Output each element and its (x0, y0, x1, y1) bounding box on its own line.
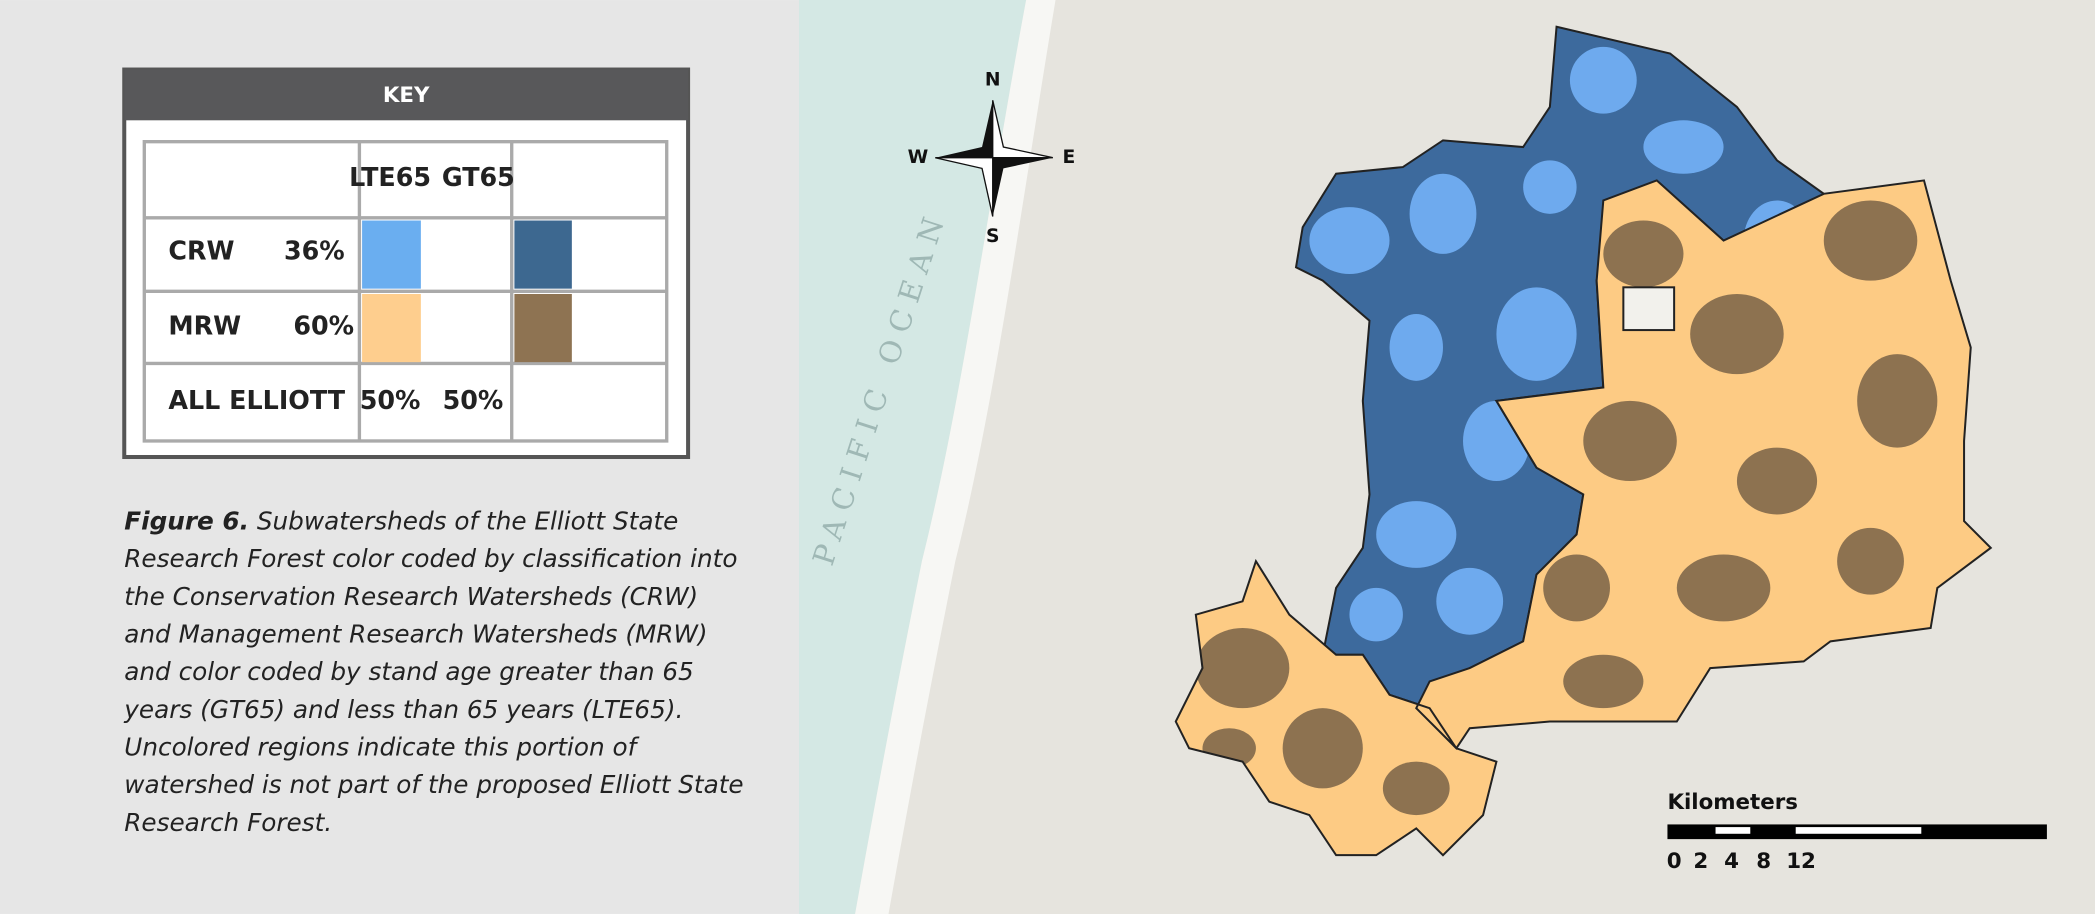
caption-text: Research Forest color coded by classific… (124, 544, 737, 573)
figure-label: Figure 6. (124, 506, 249, 535)
compass-label: E (1062, 147, 1075, 168)
caption-text: the Conservation Research Watersheds (CR… (124, 582, 698, 611)
compass-label: S (986, 226, 999, 247)
scale-tick: 8 (1756, 849, 1771, 874)
row-share: 60% (293, 310, 354, 340)
caption-text: years (GT65) and less than 65 years (LTE… (123, 695, 683, 724)
caption-line: Uncolored regions indicate this portion … (124, 733, 639, 762)
caption-line: Figure 6. Subwatersheds of the Elliott S… (124, 506, 678, 535)
compass-label: W (908, 147, 929, 168)
cell-value: 50% (360, 385, 421, 415)
caption-text: Uncolored regions indicate this portion … (124, 733, 639, 762)
column-header: GT65 (442, 162, 515, 192)
caption-line: and color coded by stand age greater tha… (124, 657, 694, 686)
caption-text: watershed is not part of the proposed El… (124, 770, 743, 799)
column-header: LTE65 (349, 162, 431, 192)
key: KEY LTE65 GT65 CRW 36% MRW 60% ALL ELLIO… (122, 67, 691, 460)
caption-line: watershed is not part of the proposed El… (124, 770, 743, 799)
cell-value: 50% (443, 385, 504, 415)
caption-line: and Management Research Watersheds (MRW) (124, 620, 707, 649)
caption-line: Research Forest. (124, 808, 332, 837)
swatch (362, 220, 421, 289)
scale-title: Kilometers (1667, 790, 1798, 815)
caption-line: Research Forest color coded by classific… (124, 544, 737, 573)
swatch (514, 293, 572, 363)
swatch (514, 220, 572, 289)
row-share: 36% (284, 236, 345, 266)
row-label: MRW (168, 310, 241, 340)
caption-text: Subwatersheds of the Elliott State (257, 506, 679, 535)
caption: Figure 6. Subwatersheds of the Elliott S… (123, 506, 743, 836)
caption-text: and color coded by stand age greater tha… (124, 657, 694, 686)
scale-tick: 2 (1693, 849, 1708, 874)
map: PACIFIC OCEAN N S W E Kilometers 0 2 4 8… (798, 0, 2095, 914)
row-label: CRW (168, 236, 234, 266)
swatch (362, 293, 421, 363)
compass-label: N (985, 70, 1001, 91)
caption-text: and Management Research Watersheds (MRW) (124, 620, 707, 649)
caption-line: years (GT65) and less than 65 years (LTE… (123, 695, 683, 724)
scale-tick: 12 (1786, 849, 1816, 874)
caption-line: the Conservation Research Watersheds (CR… (124, 582, 698, 611)
caption-text: Research Forest. (124, 808, 332, 837)
row-label: ALL ELLIOTT (168, 385, 345, 415)
scale-tick: 4 (1724, 849, 1739, 874)
key-title: KEY (383, 83, 430, 108)
scale-tick: 0 (1667, 849, 1682, 874)
